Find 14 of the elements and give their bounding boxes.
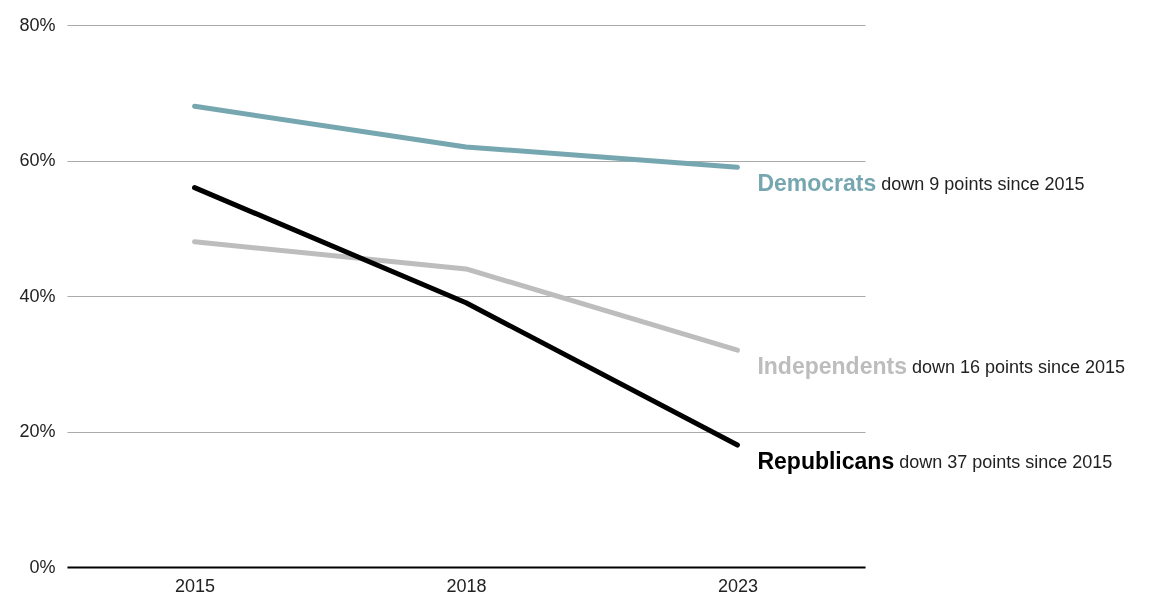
text: down 37 points since 2015 (899, 452, 1113, 473)
y-tick-label: 80% (19, 14, 56, 35)
y-tick-label: 0% (29, 556, 56, 577)
series-label: Democrats (757, 170, 877, 197)
x-tick-label: 2023 (717, 575, 758, 596)
series-label: Republicans (757, 448, 895, 475)
x-tick-label: 2015 (175, 575, 216, 596)
text: down 9 points since 2015 (881, 174, 1085, 195)
series-label: Independents (757, 353, 907, 380)
y-tick-label: 60% (19, 150, 56, 170)
y-tick-label: 40% (19, 285, 56, 306)
x-tick-label: 2018 (446, 575, 487, 596)
y-tick-label: 20% (19, 421, 56, 441)
text: down 16 points since 2015 (911, 357, 1126, 378)
